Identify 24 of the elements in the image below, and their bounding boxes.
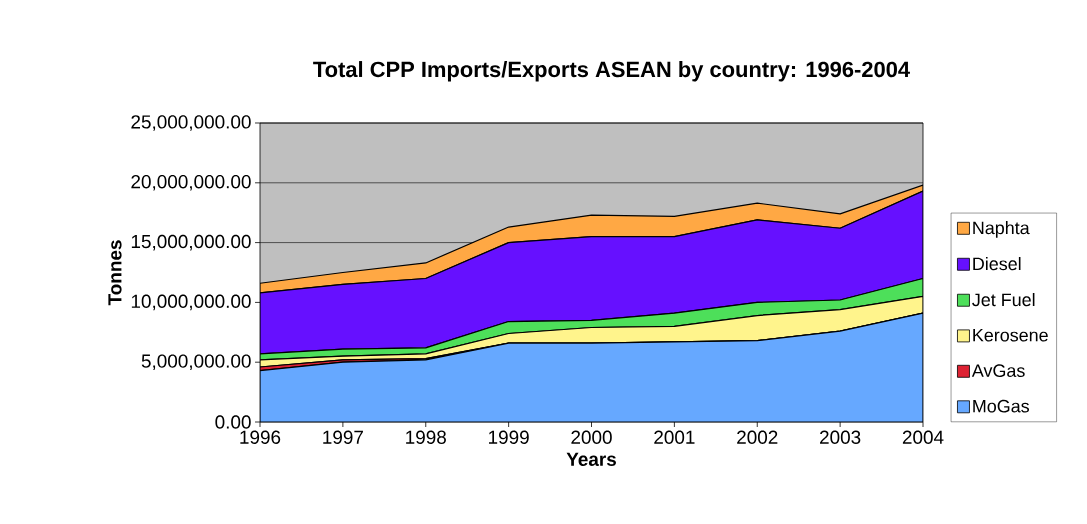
x-tick-label: 1996 xyxy=(240,430,281,444)
x-tick-label: 1999 xyxy=(489,430,529,444)
legend-label: MoGas xyxy=(973,399,1029,413)
x-tick-label: 2004 xyxy=(902,430,944,444)
y-tick-label: 10,000,000.00 xyxy=(131,294,251,311)
x-tick-label: 2000 xyxy=(571,430,612,444)
y-tick-label: 5,000,000.00 xyxy=(141,354,251,371)
y-axis-title: Tonnes xyxy=(108,240,122,306)
legend-label: Kerosene xyxy=(973,328,1048,342)
x-tick-label: 2003 xyxy=(820,430,861,444)
legend-label: Jet Fuel xyxy=(972,292,1035,307)
x-tick-label: 2001 xyxy=(654,430,695,444)
x-tick-label: 1998 xyxy=(406,430,446,444)
x-tick-label: 1997 xyxy=(323,430,363,444)
legend-label: AvGas xyxy=(971,364,1025,377)
y-tick-label: 15,000,000.00 xyxy=(131,234,251,251)
x-tick-label: 2002 xyxy=(737,430,778,444)
y-tick-label: 25,000,000.00 xyxy=(131,115,251,131)
y-tick-label: 0.00 xyxy=(215,415,251,429)
x-axis-title: Years xyxy=(566,452,616,466)
legend-label: Naphta xyxy=(973,221,1030,238)
chart-title: Total CPP Imports/Exports ASEAN by country: 1996-2004 xyxy=(313,61,910,82)
legend-label: Diesel xyxy=(973,257,1021,271)
y-tick-label: 20,000,000.00 xyxy=(131,174,251,191)
